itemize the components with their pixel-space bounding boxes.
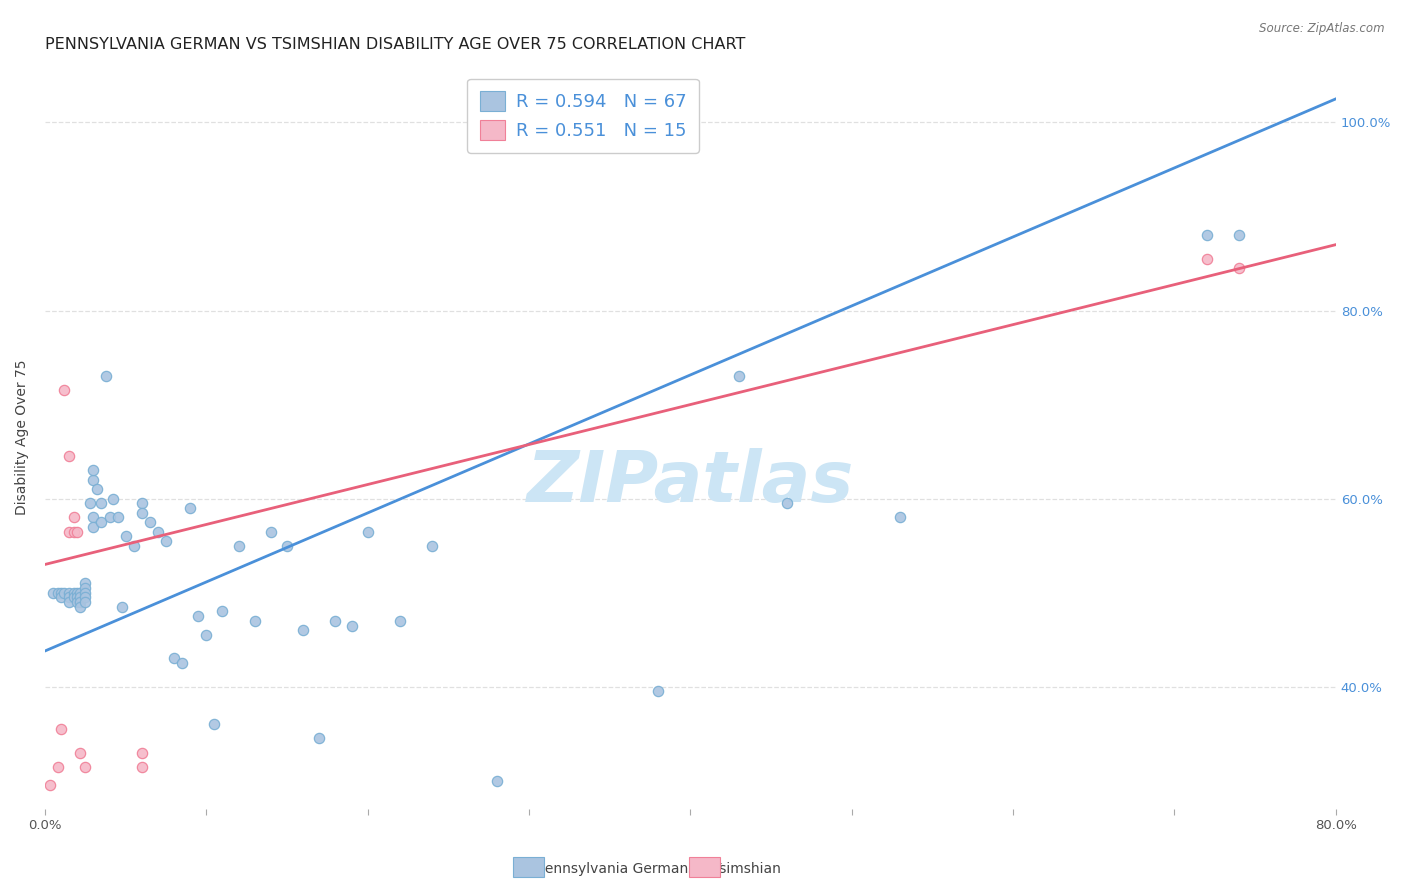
Point [179, 501, 201, 516]
Point [308, 731, 330, 746]
Point [82, 520, 104, 534]
Point [69, 599, 91, 614]
Point [1195, 252, 1218, 266]
Point [146, 524, 169, 539]
Point [53, 384, 76, 398]
Point [131, 759, 153, 773]
Y-axis label: Disability Age Over 75: Disability Age Over 75 [15, 359, 30, 516]
Point [58, 450, 80, 464]
Point [86, 482, 108, 496]
Point [58, 595, 80, 609]
Point [889, 510, 911, 524]
Point [49, 591, 72, 605]
Point [75, 585, 97, 599]
Point [163, 651, 186, 665]
Point [82, 473, 104, 487]
Point [46, 759, 69, 773]
Point [172, 656, 194, 670]
Point [66, 585, 89, 599]
Point [49, 585, 72, 599]
Point [69, 585, 91, 599]
Point [131, 496, 153, 510]
Point [122, 539, 145, 553]
Point [187, 609, 209, 624]
Point [228, 539, 250, 553]
Point [69, 746, 91, 760]
Point [82, 463, 104, 477]
Point [211, 605, 233, 619]
Point [195, 628, 218, 642]
Point [69, 595, 91, 609]
Point [260, 524, 283, 539]
Point [63, 524, 86, 539]
Point [90, 515, 112, 529]
Point [66, 591, 89, 605]
Point [276, 539, 298, 553]
Point [1227, 261, 1250, 276]
Point [63, 510, 86, 524]
Point [58, 524, 80, 539]
Point [63, 591, 86, 605]
Point [58, 591, 80, 605]
Point [420, 539, 443, 553]
Point [49, 722, 72, 736]
Point [357, 524, 380, 539]
Point [82, 510, 104, 524]
Text: Pennsylvania Germans: Pennsylvania Germans [537, 862, 696, 876]
Point [90, 496, 112, 510]
Point [75, 759, 97, 773]
Point [1227, 228, 1250, 243]
Point [107, 510, 129, 524]
Text: PENNSYLVANIA GERMAN VS TSIMSHIAN DISABILITY AGE OVER 75 CORRELATION CHART: PENNSYLVANIA GERMAN VS TSIMSHIAN DISABIL… [45, 37, 745, 53]
Point [647, 684, 669, 698]
Text: Tsimshian: Tsimshian [713, 862, 780, 876]
Point [75, 595, 97, 609]
Point [776, 496, 799, 510]
Point [66, 595, 89, 609]
Point [111, 599, 134, 614]
Text: ZIPatlas: ZIPatlas [527, 448, 853, 516]
Point [63, 585, 86, 599]
Point [727, 369, 749, 384]
Point [42, 585, 65, 599]
Text: Source: ZipAtlas.com: Source: ZipAtlas.com [1260, 22, 1385, 36]
Point [58, 585, 80, 599]
Point [38, 779, 60, 793]
Point [66, 524, 89, 539]
Point [131, 746, 153, 760]
Point [75, 581, 97, 595]
Point [53, 585, 76, 599]
Point [139, 515, 162, 529]
Point [1195, 228, 1218, 243]
Point [388, 614, 411, 628]
Point [325, 614, 347, 628]
Legend: R = 0.594   N = 67, R = 0.551   N = 15: R = 0.594 N = 67, R = 0.551 N = 15 [467, 78, 699, 153]
Point [114, 529, 136, 543]
Point [202, 717, 225, 731]
Point [46, 585, 69, 599]
Point [485, 773, 508, 788]
Point [79, 496, 101, 510]
Point [155, 533, 177, 548]
Point [243, 614, 266, 628]
Point [340, 618, 363, 632]
Point [292, 624, 315, 638]
Point [98, 510, 121, 524]
Point [131, 506, 153, 520]
Point [96, 369, 118, 384]
Point [101, 491, 124, 506]
Point [75, 591, 97, 605]
Point [75, 576, 97, 591]
Point [69, 591, 91, 605]
